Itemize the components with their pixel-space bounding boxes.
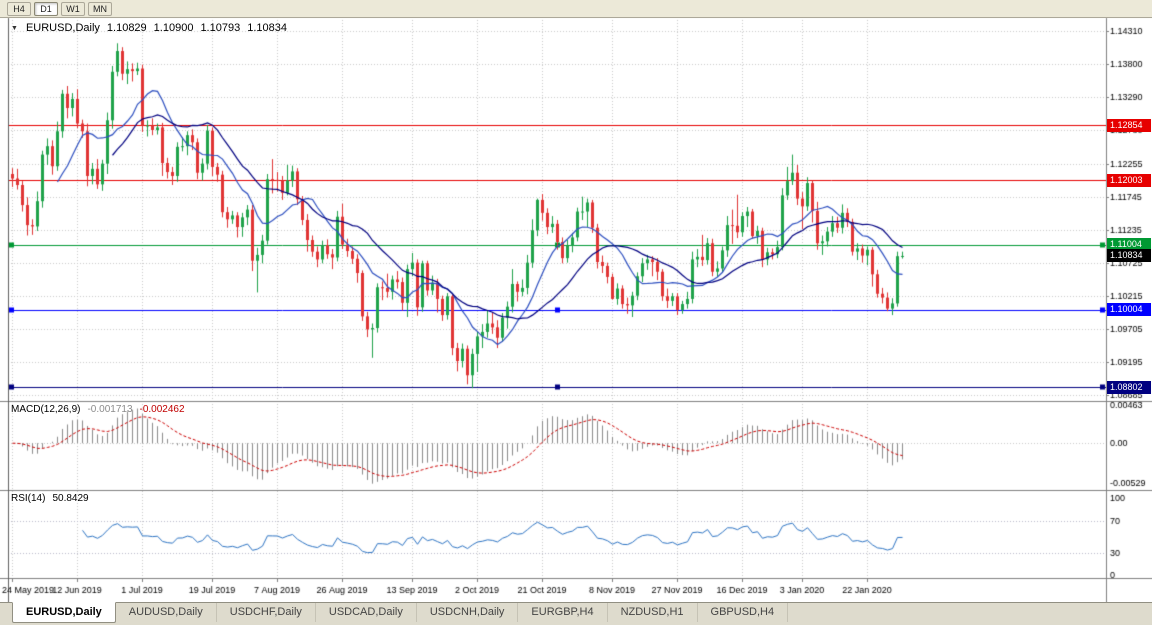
chart-tab-eurusd[interactable]: EURUSD,Daily [12, 602, 116, 623]
chart-tab-usdcad[interactable]: USDCAD,Daily [316, 603, 417, 622]
price-level-badge: 1.12854 [1107, 118, 1151, 132]
rsi-panel-label: RSI(14) 50.8429 [11, 493, 89, 504]
timeframe-button-d1[interactable]: D1 [34, 1, 58, 16]
price-level-badge: 1.10004 [1107, 303, 1151, 317]
macd-main-value: -0.001713 [87, 404, 133, 415]
price-level-badge: 1.12003 [1107, 173, 1151, 187]
macd-indicator-name: MACD(12,26,9) [11, 404, 81, 415]
timeframe-button-mn[interactable]: MN [88, 1, 112, 16]
timeframe-toolbar: H4 D1 W1 MN [0, 0, 1152, 18]
chart-tab-bar: EURUSD,Daily AUDUSD,Daily USDCHF,Daily U… [0, 602, 1152, 625]
timeframe-button-w1[interactable]: W1 [61, 1, 85, 16]
rsi-indicator-name: RSI(14) [11, 493, 46, 504]
ohlc-low-value: 1.10793 [200, 22, 241, 34]
chart-tab-nzdusd[interactable]: NZDUSD,H1 [608, 603, 698, 622]
macd-signal-value: -0.002462 [139, 404, 185, 415]
chart-tab-audusd[interactable]: AUDUSD,Daily [116, 603, 217, 622]
macd-panel-label: MACD(12,26,9) -0.001713 -0.002462 [11, 404, 185, 415]
chart-title: ▼ EURUSD,Daily 1.10829 1.10900 1.10793 1… [11, 22, 287, 34]
timeframe-button-h4[interactable]: H4 [7, 1, 31, 16]
chart-tab-usdcnh[interactable]: USDCNH,Daily [417, 603, 519, 622]
chart-tab-eurgbp[interactable]: EURGBP,H4 [518, 603, 608, 622]
chart-tab-usdchf[interactable]: USDCHF,Daily [217, 603, 316, 622]
ohlc-close-value: 1.10834 [247, 22, 287, 34]
rsi-value: 50.8429 [52, 493, 89, 504]
ohlc-open-value: 1.10829 [106, 22, 147, 34]
chart-tab-gbpusd[interactable]: GBPUSD,H4 [698, 603, 789, 622]
price-level-badge: 1.11004 [1107, 238, 1151, 252]
price-level-badge: 1.08802 [1107, 380, 1151, 394]
ohlc-high-value: 1.10900 [153, 22, 194, 34]
chart-symbol-period: EURUSD,Daily [25, 22, 100, 34]
chart-dropdown-icon[interactable]: ▼ [11, 24, 18, 32]
current-price-badge: 1.10834 [1107, 249, 1151, 263]
